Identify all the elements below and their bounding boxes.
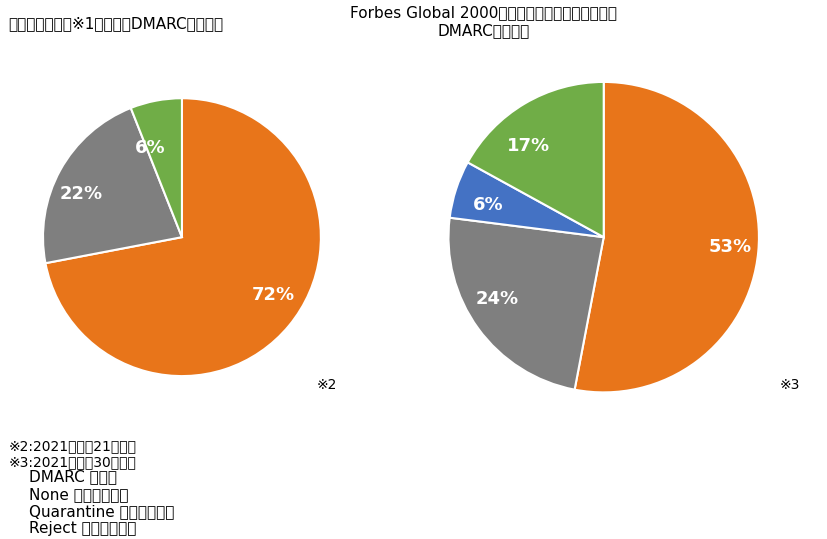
Wedge shape: [448, 218, 604, 390]
Text: Quarantine ポリシー導入: Quarantine ポリシー導入: [29, 504, 174, 519]
Text: 22%: 22%: [60, 185, 103, 203]
Text: DMARC 未導入: DMARC 未導入: [29, 469, 117, 485]
Wedge shape: [131, 98, 182, 237]
Text: ※3:2021年４月30日時点: ※3:2021年４月30日時点: [8, 455, 136, 469]
Text: Forbes Global 2000のうち金融サービスにおける
DMARC導入状況: Forbes Global 2000のうち金融サービスにおける DMARC導入状…: [351, 5, 617, 38]
Text: 17%: 17%: [507, 137, 550, 155]
Text: 日本の主要銀行※1におけるDMARC導入状況: 日本の主要銀行※1におけるDMARC導入状況: [8, 16, 223, 31]
Text: Reject ポリシー導入: Reject ポリシー導入: [29, 521, 136, 536]
Text: ※3: ※3: [780, 378, 800, 392]
Text: None ポリシー導入: None ポリシー導入: [29, 487, 128, 502]
Text: 24%: 24%: [476, 290, 519, 308]
Text: 53%: 53%: [709, 238, 752, 256]
Text: 72%: 72%: [251, 286, 294, 303]
Text: ※2:2021年４月21日時点: ※2:2021年４月21日時点: [8, 439, 136, 453]
Wedge shape: [575, 82, 759, 392]
Wedge shape: [43, 108, 182, 263]
Text: 6%: 6%: [473, 196, 504, 213]
Text: ※2: ※2: [317, 378, 337, 392]
Wedge shape: [45, 98, 321, 376]
Wedge shape: [468, 82, 604, 237]
Text: 6%: 6%: [135, 140, 165, 157]
Wedge shape: [450, 162, 604, 237]
